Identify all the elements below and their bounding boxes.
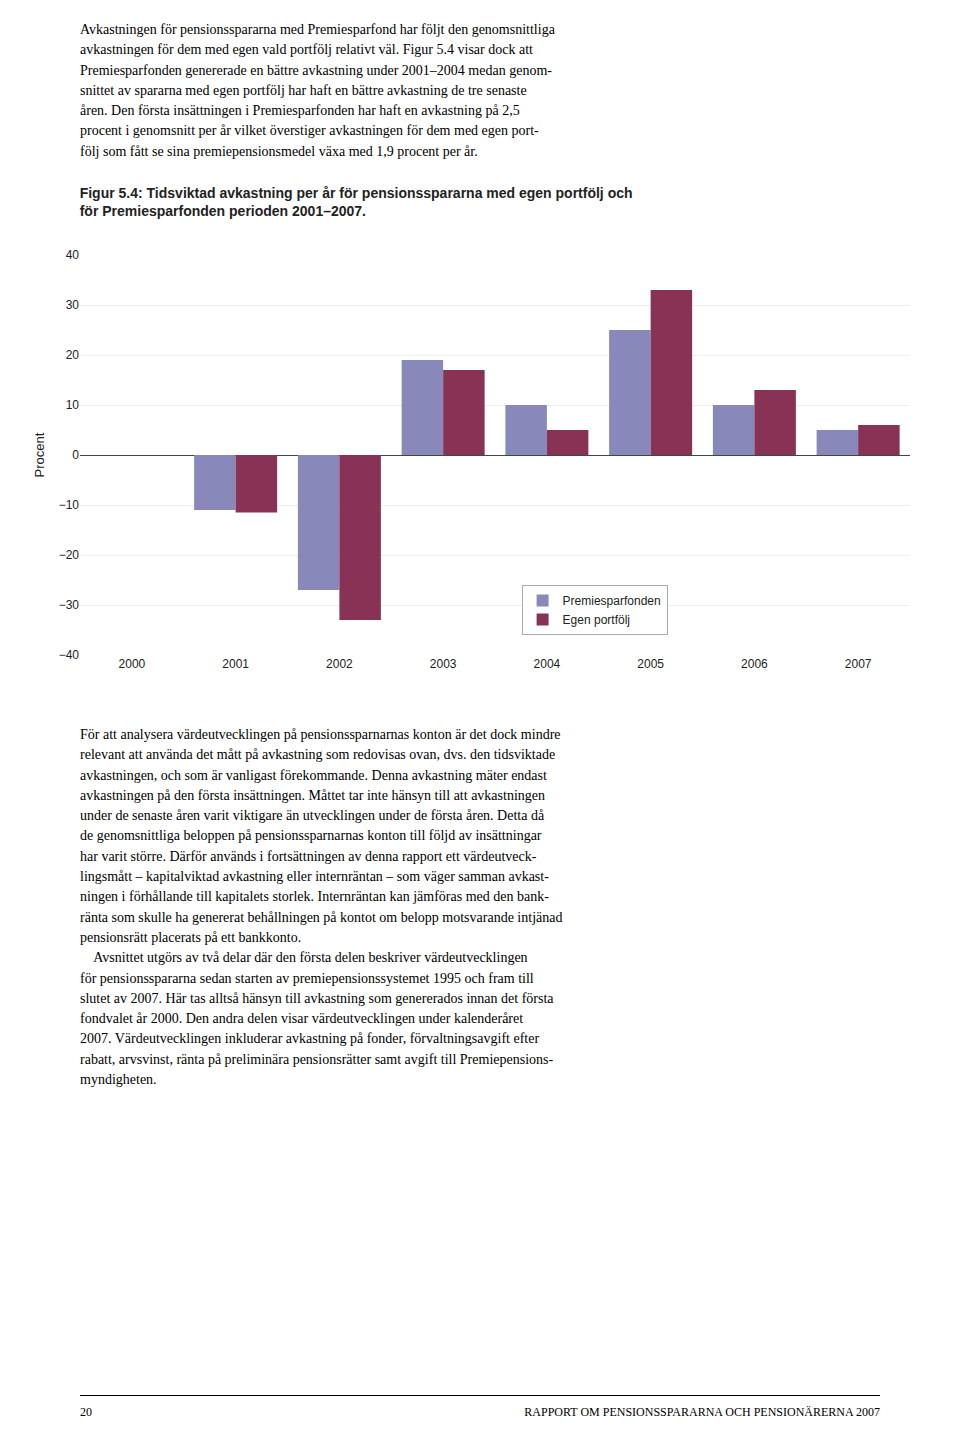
svg-text:30: 30 xyxy=(66,298,80,312)
html-text:RAPPORT OM PENSIONSSPARARNA OC: RAPPORT OM PENSIONSSPARARNA OCH PENSIONÄ… xyxy=(524,1405,880,1419)
svg-text:Procent: Procent xyxy=(32,432,47,477)
svg-text:2005: 2005 xyxy=(637,657,664,671)
svg-text:0: 0 xyxy=(72,448,79,462)
svg-text:10: 10 xyxy=(66,398,80,412)
svg-text:20: 20 xyxy=(66,348,80,362)
svg-text:2006: 2006 xyxy=(741,657,768,671)
svg-text:2007: 2007 xyxy=(845,657,872,671)
svg-text:Egen portfölj: Egen portfölj xyxy=(563,613,630,627)
svg-text:2002: 2002 xyxy=(326,657,353,671)
svg-text:Figur 5.4: Tidsviktad avkastni: Figur 5.4: Tidsviktad avkastning per år … xyxy=(80,185,633,219)
svg-text:2004: 2004 xyxy=(534,657,561,671)
svg-text:−30: −30 xyxy=(59,598,80,612)
svg-text:2003: 2003 xyxy=(430,657,457,671)
svg-text:40: 40 xyxy=(66,248,80,262)
svg-text:Premiesparfonden: Premiesparfonden xyxy=(563,594,661,608)
svg-text:−40: −40 xyxy=(59,648,80,662)
html-text:För att analysera värdeutveckl: För att analysera värdeutvecklingen på p… xyxy=(80,727,563,1087)
html-text:20: 20 xyxy=(80,1405,92,1419)
svg-text:−20: −20 xyxy=(59,548,80,562)
svg-text:2001: 2001 xyxy=(222,657,249,671)
svg-text:−10: −10 xyxy=(59,498,80,512)
svg-text:2000: 2000 xyxy=(119,657,146,671)
html-text:Avkastningen för pensionsspara: Avkastningen för pensionsspararna med Pr… xyxy=(80,22,555,159)
